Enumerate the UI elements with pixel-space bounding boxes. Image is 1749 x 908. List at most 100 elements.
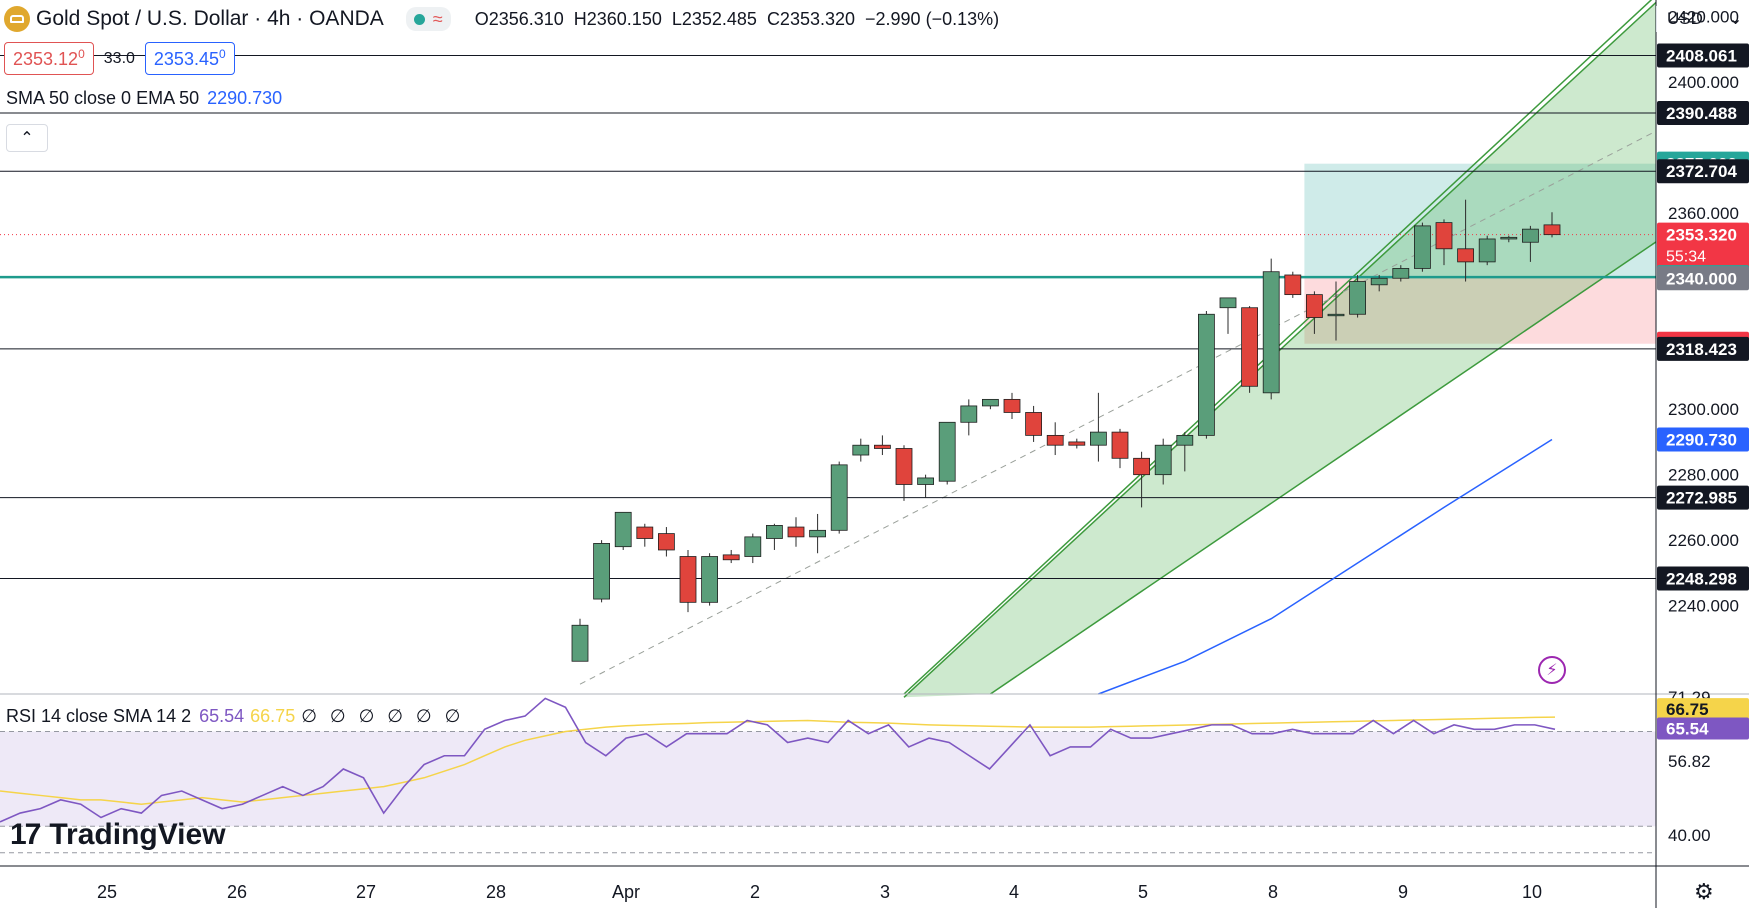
- candle-body: [1241, 307, 1258, 387]
- candle-body: [658, 533, 675, 551]
- time-tick-label: 25: [97, 882, 117, 902]
- symbol-title[interactable]: Gold Spot / U.S. Dollar · 4h · OANDA: [36, 7, 384, 30]
- change-value: −2.990 (−0.13%): [865, 8, 1000, 29]
- ma-legend-label: SMA 50 close 0 EMA 50: [6, 88, 200, 108]
- chevron-up-icon: ⌃: [20, 130, 34, 147]
- candle-body: [1435, 222, 1453, 250]
- rsi-sma-legend-value: 66.75: [250, 706, 296, 726]
- price-label: 2272.985: [1666, 489, 1737, 508]
- candle-body: [593, 543, 610, 600]
- time-tick-label: 3: [880, 882, 890, 902]
- collapse-legend-button[interactable]: ⌃: [6, 124, 48, 152]
- tradingview-mark: 17: [10, 818, 41, 851]
- spread-value: 33.0: [103, 49, 135, 67]
- ema-line: [1098, 438, 1553, 695]
- channel-upper-line: [903, 0, 1653, 695]
- tradingview-logo[interactable]: 17 TradingView: [10, 818, 226, 852]
- rsi-value-label: 66.75: [1666, 700, 1709, 719]
- gold-symbol-icon: [4, 6, 30, 32]
- price-label-bg: [1657, 427, 1749, 452]
- candle-body: [809, 529, 826, 538]
- candle-body: [917, 477, 934, 485]
- time-tick-label: 10: [1522, 882, 1542, 902]
- price-label-bg: [1657, 485, 1749, 510]
- buy-button[interactable]: 2353.450: [144, 42, 235, 75]
- time-tick-label: 5: [1138, 882, 1148, 902]
- rsi-tick-label: 40.00: [1668, 826, 1711, 845]
- ema-line-group: [1098, 438, 1553, 695]
- candle-body: [1306, 294, 1323, 318]
- price-label-bg: [1657, 336, 1749, 361]
- channel-lower-line: [989, 241, 1657, 695]
- candle-body: [1478, 238, 1496, 263]
- currency-selector[interactable]: USD: [1656, 6, 1749, 32]
- rsi-value-label-bg: [1657, 717, 1749, 740]
- candle-body: [1522, 228, 1539, 243]
- lightning-icon[interactable]: ⚡: [1538, 656, 1566, 684]
- price-tick-label: 2360.000: [1668, 204, 1739, 223]
- parallel-channel[interactable]: [579, 0, 1657, 698]
- candle-body: [1003, 398, 1021, 413]
- price-tick-label: 2280.000: [1668, 466, 1739, 485]
- candle-body: [722, 554, 740, 561]
- wave-icon: ≈: [432, 9, 443, 29]
- candle-body: [960, 405, 978, 423]
- time-tick-label: 2: [750, 882, 760, 902]
- candle-body: [1349, 281, 1366, 315]
- candle-body: [1284, 274, 1302, 296]
- candle-body: [614, 511, 632, 548]
- horizontal-lines: [0, 54, 1656, 579]
- candle-body: [1543, 224, 1561, 236]
- price-label: 2248.298: [1666, 569, 1737, 588]
- candle-body: [830, 464, 848, 531]
- last-price-label-bg: [1657, 222, 1749, 269]
- candle-body: [874, 444, 891, 449]
- last-price-label: 2353.320: [1666, 226, 1737, 245]
- candle-body: [938, 421, 956, 482]
- high-value: H2360.150: [573, 8, 662, 29]
- price-label: 2318.423: [1666, 340, 1737, 359]
- time-tick-label: 9: [1398, 882, 1408, 902]
- ma-legend-value: 2290.730: [207, 88, 283, 108]
- candle-body: [1370, 277, 1388, 286]
- channel-upper-inner-line: [903, 1, 1657, 698]
- market-status[interactable]: ≈: [405, 7, 451, 31]
- price-label: 2340.000: [1666, 269, 1737, 288]
- candle-body: [1219, 297, 1237, 309]
- candle-body: [1198, 313, 1215, 436]
- rsi-legend-label: RSI 14 close SMA 14 2: [6, 706, 192, 726]
- price-labels: 2408.0612390.4882375.0002372.7042353.320…: [1657, 43, 1749, 740]
- candle-body: [1090, 431, 1107, 446]
- tradingview-name: TradingView: [49, 818, 226, 851]
- time-tick-label: Apr: [612, 882, 640, 902]
- candle-body: [1133, 457, 1150, 476]
- candle-body: [1176, 434, 1194, 446]
- rsi-legend-value: 65.54: [199, 706, 245, 726]
- low-value: L2352.485: [671, 8, 757, 29]
- candle-body: [744, 536, 762, 557]
- chart-header: Gold Spot / U.S. Dollar · 4h · OANDA ≈ O…: [4, 6, 999, 32]
- candle-body: [701, 556, 718, 603]
- price-tick-label: 2400.000: [1668, 73, 1739, 92]
- bid-price: 2353.12: [13, 49, 79, 69]
- bid-ask-bar: 2353.120 33.0 2353.450: [4, 42, 235, 75]
- price-tick-label: 2240.000: [1668, 597, 1739, 616]
- settings-gear-icon[interactable]: ⚙: [1694, 879, 1714, 904]
- rsi-legend[interactable]: RSI 14 close SMA 14 2 65.54 66.75 ∅ ∅ ∅ ∅ ∅…: [6, 706, 464, 727]
- price-label: 2408.061: [1666, 46, 1737, 65]
- ma-legend[interactable]: SMA 50 close 0 EMA 50 2290.730: [6, 88, 282, 109]
- price-label-bg: [1657, 100, 1749, 125]
- rsi-pane: [0, 693, 1749, 854]
- candles: [571, 199, 1561, 662]
- candle-body: [1327, 313, 1345, 317]
- price-label-bg: [1657, 266, 1749, 291]
- price-label: 2390.488: [1666, 104, 1737, 123]
- rsi-value-label-bg: [1657, 698, 1749, 721]
- candle-body: [1111, 431, 1129, 459]
- ask-price-sup: 0: [218, 47, 226, 61]
- sell-button[interactable]: 2353.120: [4, 42, 94, 75]
- candle-body: [1262, 271, 1280, 394]
- candle-body: [1457, 248, 1474, 263]
